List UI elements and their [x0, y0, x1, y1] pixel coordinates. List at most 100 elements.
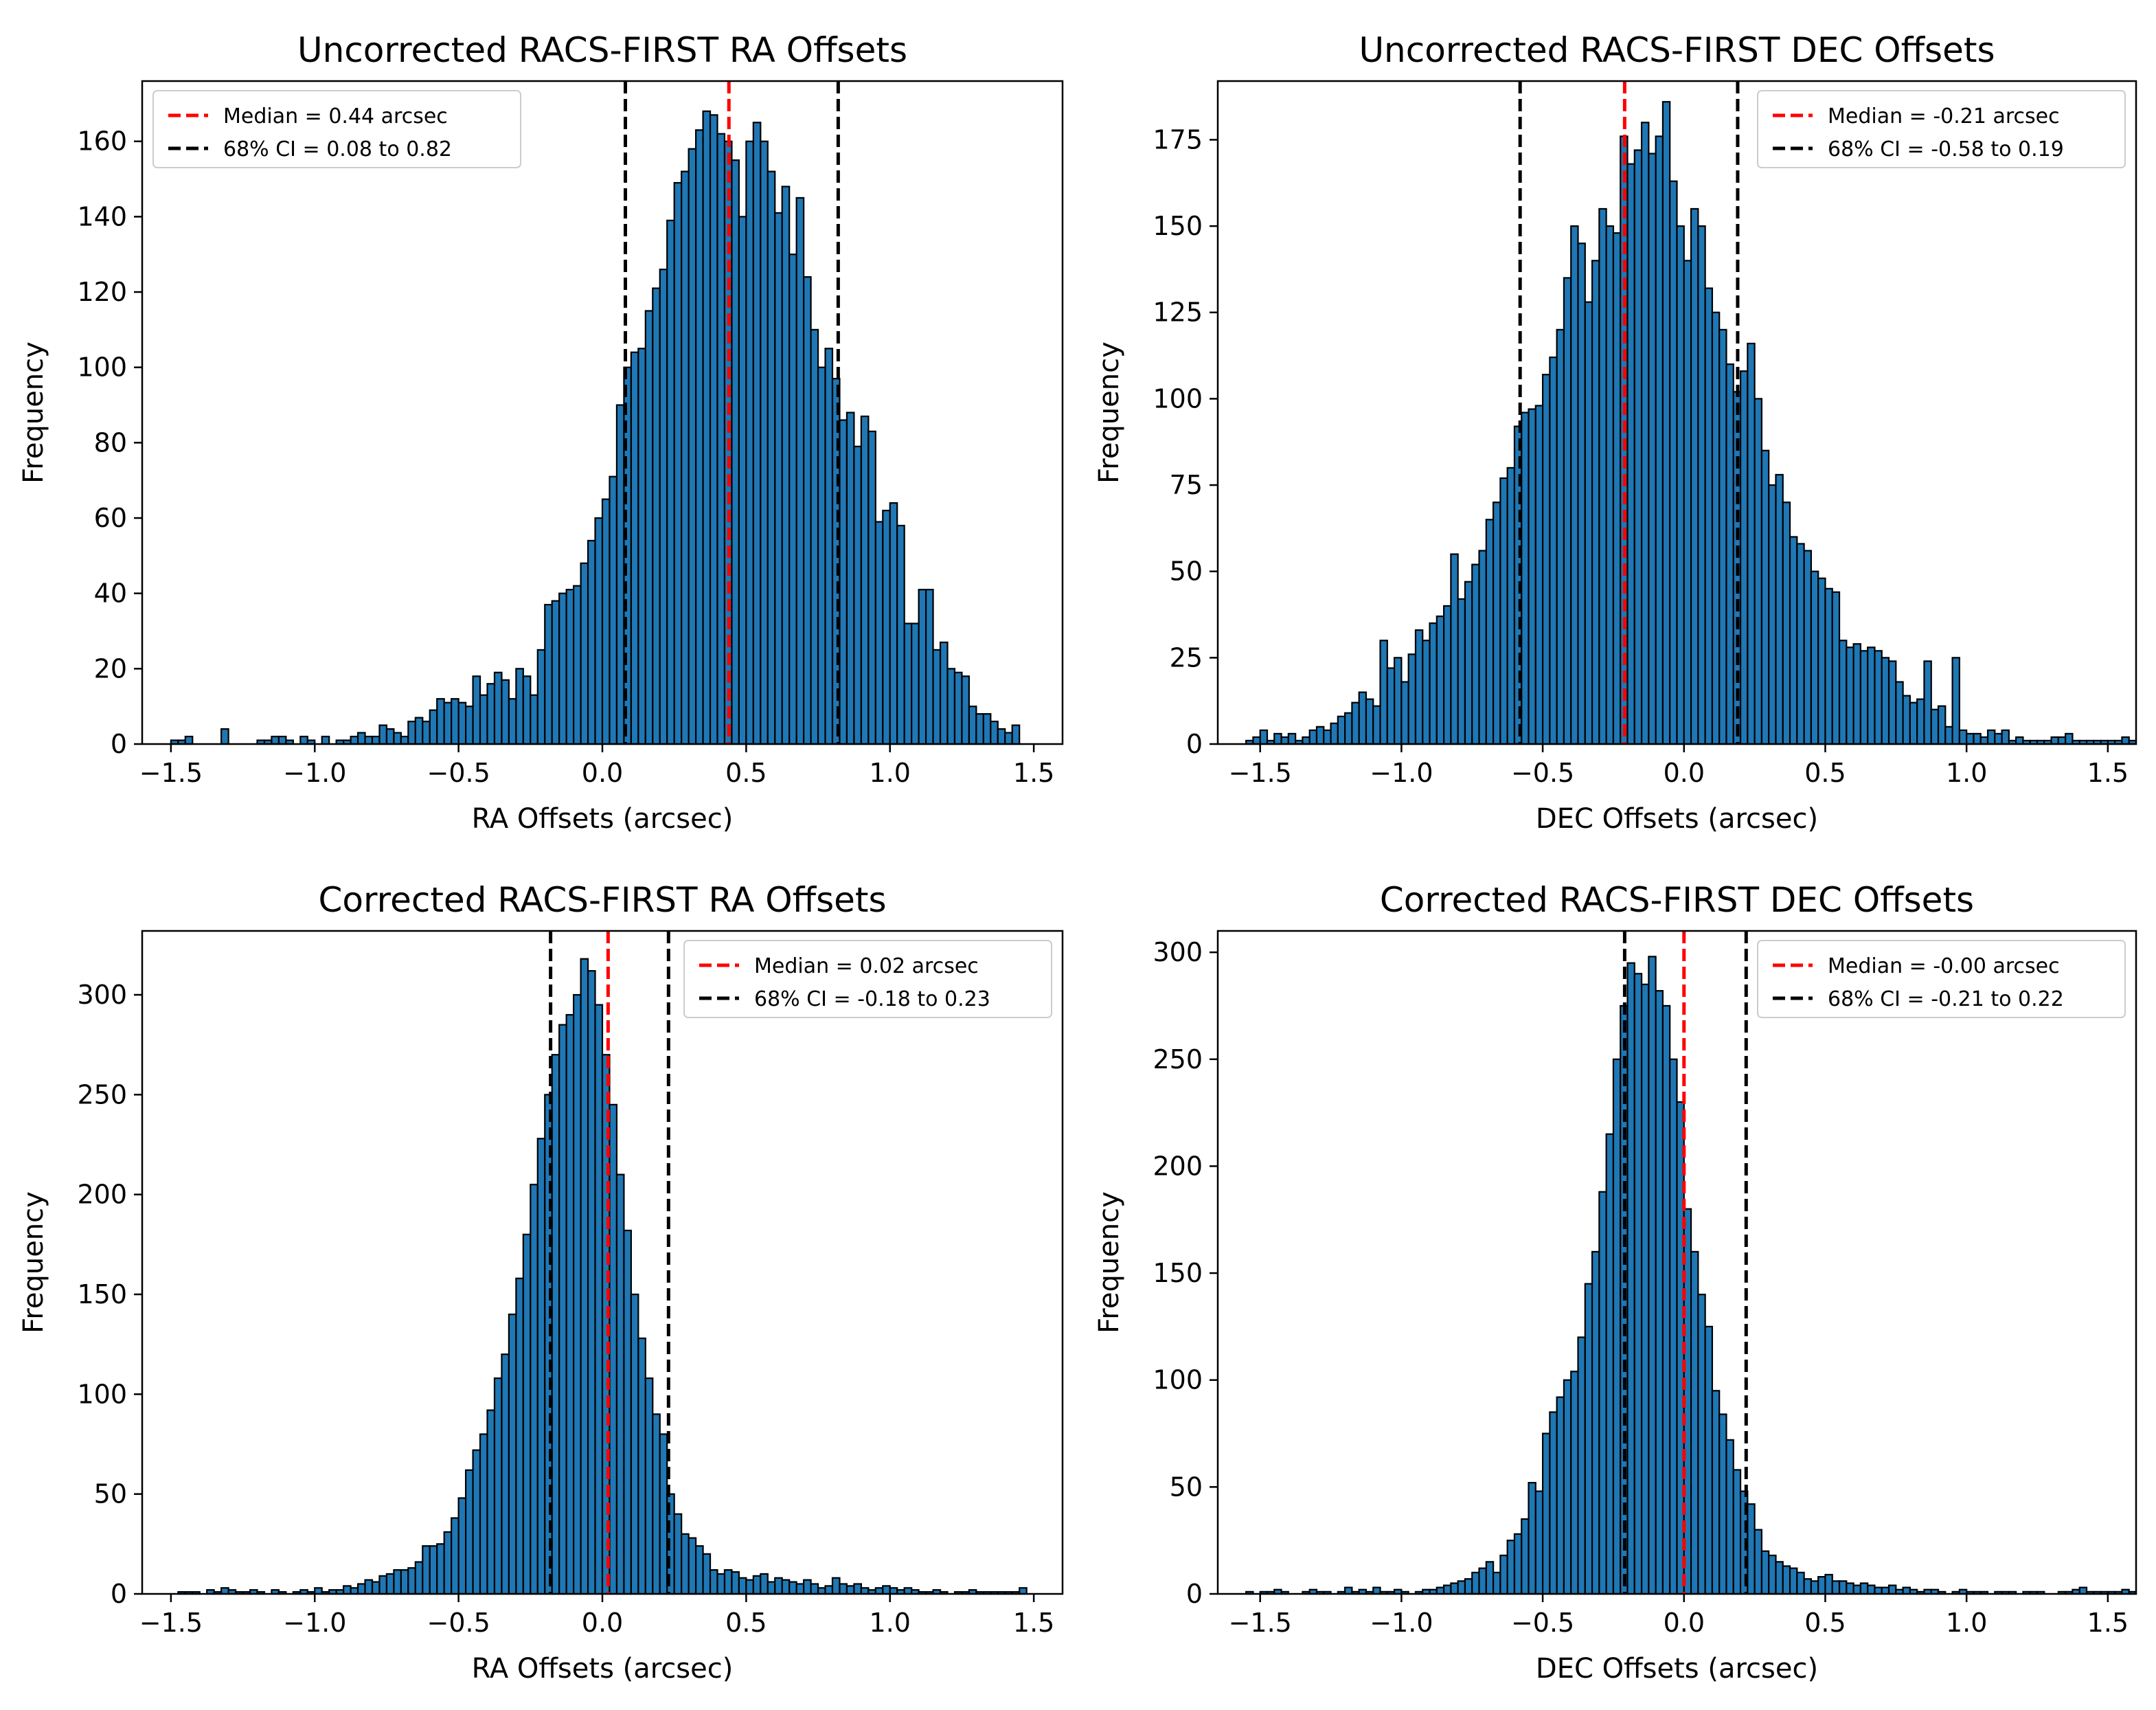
histogram-bar: [1541, 1432, 1551, 1595]
histogram-bar: [1881, 1586, 1890, 1595]
histogram-bar: [385, 1573, 395, 1595]
histogram-bar: [681, 170, 690, 745]
histogram-bar: [1718, 1413, 1727, 1595]
histogram-bar: [752, 122, 762, 745]
histogram-bar: [580, 562, 589, 745]
histogram-bar: [1372, 1586, 1381, 1595]
histogram-bars: [170, 110, 1021, 745]
histogram-bar: [1400, 681, 1409, 745]
histogram-bar: [623, 1229, 632, 1595]
y-tick-label: 60: [94, 503, 127, 533]
histogram-bar: [422, 721, 431, 745]
histogram-bar: [1824, 587, 1833, 745]
histogram-bar: [522, 1233, 532, 1595]
histogram-bar: [1252, 736, 1261, 745]
histogram-bar: [1852, 1584, 1862, 1595]
histogram-bar: [760, 140, 769, 745]
histogram-bar: [486, 1409, 496, 1595]
y-axis-ticks: 0 50 100 150 200 250 300: [1153, 937, 1218, 1609]
histogram-bar: [1775, 1561, 1784, 1595]
histogram-bar: [1521, 1518, 1530, 1595]
histogram-bar: [918, 589, 927, 745]
reference-lines: [1622, 931, 1748, 1594]
histogram-bar: [1683, 260, 1692, 745]
histogram-bar: [1859, 650, 1869, 745]
x-tick-label: −1.5: [139, 758, 203, 788]
histogram-bar: [414, 717, 424, 745]
histogram-bar: [1422, 640, 1431, 745]
y-axis-label: Frequency: [18, 1191, 49, 1334]
histogram-bar: [1273, 732, 1282, 745]
histogram-bar: [752, 1575, 762, 1595]
histogram-bar: [479, 1433, 488, 1595]
y-tick-label: 75: [1170, 470, 1203, 500]
y-tick-label: 25: [1170, 642, 1203, 673]
histogram-bar: [716, 133, 726, 745]
y-tick-label: 0: [111, 729, 127, 759]
histogram-bar: [580, 958, 589, 1595]
x-tick-label: 0.5: [1804, 1608, 1846, 1638]
histogram-bar: [573, 585, 582, 745]
histogram-bar: [1493, 1571, 1501, 1595]
x-tick-label: 1.0: [1946, 1608, 1987, 1638]
histogram-bar: [702, 1553, 712, 1595]
histogram-bar: [1464, 1578, 1473, 1595]
histogram-bar: [767, 1581, 776, 1595]
histogram-bar: [1810, 1580, 1819, 1595]
x-tick-label: 0.0: [1664, 758, 1705, 788]
histogram-bar: [694, 129, 704, 745]
histogram-bar: [1337, 715, 1346, 745]
histogram-bar: [1669, 180, 1678, 745]
histogram-bar: [1944, 725, 1953, 745]
histogram-bar: [2050, 736, 2059, 745]
histogram-bar: [1887, 1584, 1897, 1595]
histogram-bar: [1640, 122, 1650, 745]
histogram-bar: [422, 1545, 431, 1595]
x-axis-ticks: −1.5 −1.0 −0.5 0.0 0.5 1.0 1.5: [1229, 744, 2129, 788]
x-axis-label: RA Offsets (arcsec): [472, 803, 734, 835]
histogram-bar: [356, 732, 366, 745]
histogram-bar: [1365, 698, 1374, 745]
histogram-bar: [1859, 1582, 1869, 1595]
histogram-bar: [1951, 657, 1960, 745]
y-tick-label: 160: [77, 126, 127, 157]
y-tick-label: 120: [77, 277, 127, 307]
histogram-bar: [1930, 708, 1940, 745]
histogram-bar: [277, 735, 287, 745]
legend-box: [152, 90, 521, 168]
axes-frame: [1216, 80, 2137, 745]
histogram-bar: [817, 1587, 826, 1595]
histogram-bar: [1315, 725, 1325, 745]
y-tick-label: 40: [94, 578, 127, 609]
histogram-bar: [1648, 956, 1657, 1595]
histogram-bar: [688, 1537, 697, 1595]
histogram-bar: [184, 735, 194, 745]
histogram-bar: [1648, 153, 1657, 745]
histogram-bar: [1549, 1411, 1558, 1595]
legend-ci-label: 68% CI = 0.08 to 0.82: [223, 137, 452, 161]
histogram-bar: [1846, 646, 1854, 745]
histogram-bar: [1485, 519, 1495, 745]
histogram-bar: [1556, 1396, 1565, 1595]
histogram-bar: [1810, 570, 1819, 745]
histogram-bar: [903, 1587, 913, 1595]
histogram-bar: [594, 517, 604, 745]
histogram-bar: [709, 114, 718, 745]
legend: Median = -0.21 arcsec 68% CI = -0.58 to 0…: [1757, 90, 2126, 168]
histogram-bar: [220, 1587, 229, 1595]
histogram-bar: [903, 622, 913, 745]
x-tick-label: 1.0: [1946, 758, 1987, 788]
histogram-bar: [1259, 729, 1269, 745]
y-tick-label: 50: [94, 1479, 127, 1509]
histogram-bar: [457, 1497, 467, 1595]
histogram-bar: [1979, 736, 1989, 745]
histogram-bar: [393, 1569, 402, 1595]
histogram-bar: [1817, 1575, 1826, 1595]
histogram-bar: [530, 1184, 538, 1595]
histogram-bar: [609, 475, 618, 745]
x-tick-label: 1.0: [870, 1608, 911, 1638]
histogram-bar: [299, 735, 308, 745]
histogram-bar: [2001, 729, 2010, 745]
histogram-bar: [371, 735, 381, 745]
histogram-bar: [702, 110, 712, 745]
